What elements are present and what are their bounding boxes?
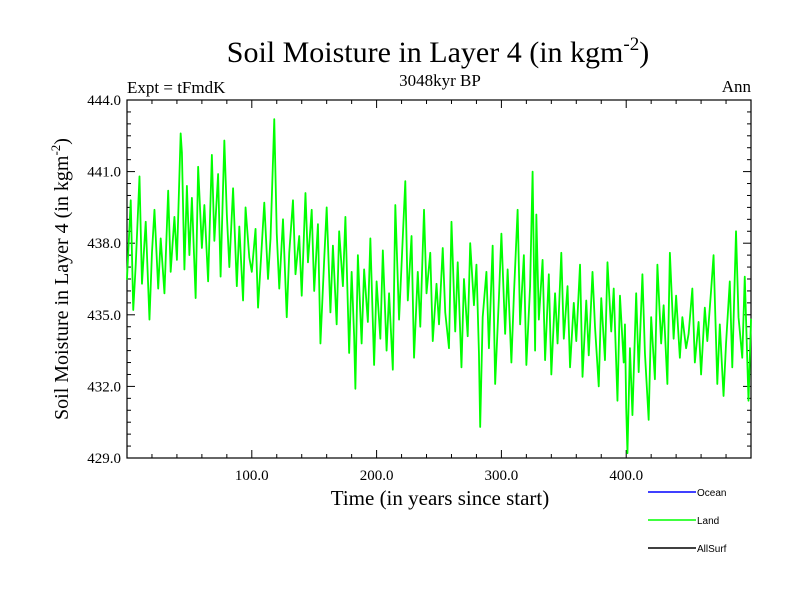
y-axis-label: Soil Moisture in Layer 4 (in kgm-2) xyxy=(48,138,73,420)
x-tick-label: 100.0 xyxy=(235,468,269,484)
y-tick-label: 441.0 xyxy=(87,165,121,181)
legend-label-ocean: Ocean xyxy=(697,488,726,499)
legend: Ocean Land AllSurf xyxy=(648,488,727,555)
legend-label-allsurf: AllSurf xyxy=(697,544,727,555)
chart-subtitle: 3048kyr BP xyxy=(399,71,481,90)
series-line-land xyxy=(126,118,752,455)
x-tick-label: 400.0 xyxy=(609,468,643,484)
y-tick-label: 432.0 xyxy=(87,379,121,395)
x-tick-label: 200.0 xyxy=(360,468,394,484)
data-series xyxy=(126,118,752,455)
axis-ticks: 100.0 200.0 300.0 400.0 429.0 432.0 435.0 438.0… xyxy=(87,93,751,484)
chart-title: Soil Moisture in Layer 4 (in kgm-2) xyxy=(227,34,649,69)
experiment-label: Expt = tFmdK xyxy=(127,78,226,97)
legend-label-land: Land xyxy=(697,516,719,527)
y-tick-label: 429.0 xyxy=(87,451,121,467)
y-tick-label: 444.0 xyxy=(87,93,121,109)
x-axis-label: Time (in years since start) xyxy=(331,486,550,510)
x-tick-label: 300.0 xyxy=(485,468,519,484)
y-tick-label: 438.0 xyxy=(87,236,121,252)
season-label: Ann xyxy=(722,77,752,96)
y-tick-label: 435.0 xyxy=(87,308,121,324)
